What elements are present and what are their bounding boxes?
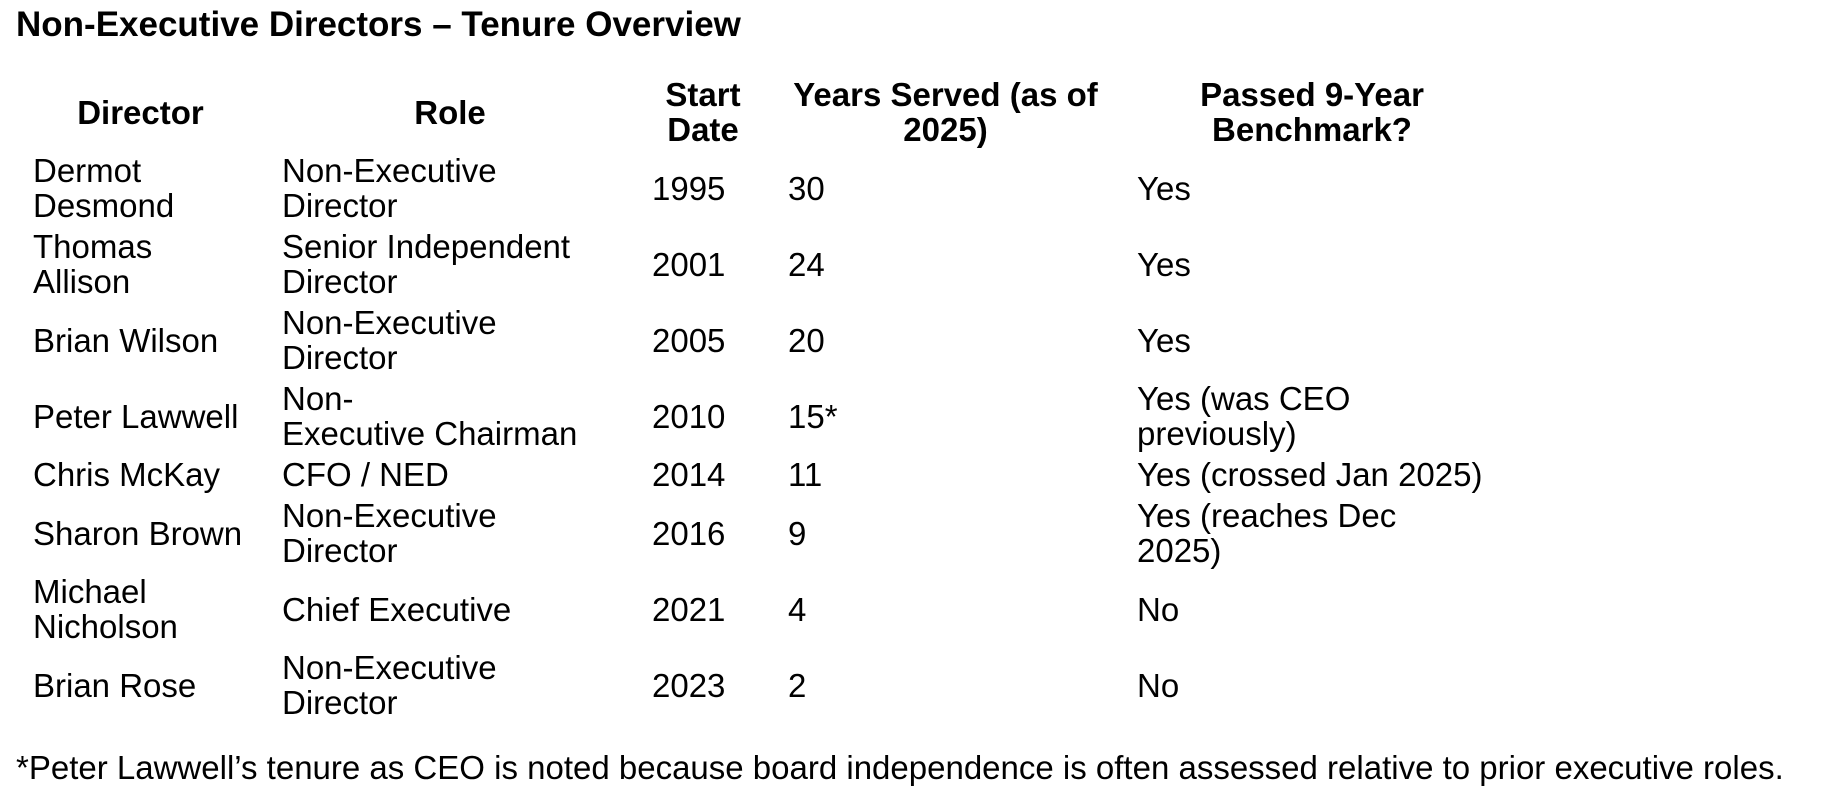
col-header-role: Role bbox=[414, 93, 486, 131]
cell-role: Chief Executive bbox=[282, 590, 512, 628]
cell-director: Thomas Allison bbox=[33, 228, 153, 300]
cell-director: Dermot Desmond bbox=[33, 152, 175, 224]
cell-start-date: 2014 bbox=[652, 456, 726, 493]
cell-start-date: 2021 bbox=[652, 590, 726, 628]
cell-start-date: 2016 bbox=[652, 514, 726, 552]
cell-role: Non-Executive Director bbox=[282, 497, 497, 569]
col-header-start-date: Start Date bbox=[665, 76, 741, 148]
cell-director: Michael Nicholson bbox=[33, 573, 178, 645]
cell-benchmark: No bbox=[1137, 590, 1180, 628]
cell-benchmark: No bbox=[1137, 666, 1180, 704]
cell-start-date: 1995 bbox=[652, 169, 726, 207]
cell-years-served: 15* bbox=[788, 397, 838, 435]
cell-role: Non-Executive Director bbox=[282, 649, 497, 721]
cell-benchmark: Yes bbox=[1137, 245, 1191, 283]
table-row: Brian Rose Non-Executive Director 2023 2… bbox=[16, 647, 1504, 723]
cell-years-served: 4 bbox=[788, 590, 807, 628]
cell-director: Brian Wilson bbox=[33, 321, 219, 359]
table-row: Sharon Brown Non-Executive Director 2016… bbox=[16, 495, 1504, 571]
footnote: *Peter Lawwell’s tenure as CEO is noted … bbox=[16, 749, 1784, 786]
cell-years-served: 20 bbox=[788, 321, 825, 359]
cell-role: Non-Executive Director bbox=[282, 304, 497, 376]
cell-role: Senior Independent Director bbox=[282, 228, 571, 300]
table-row: Peter Lawwell Non- Executive Chairman 20… bbox=[16, 378, 1504, 454]
cell-start-date: 2010 bbox=[652, 397, 726, 435]
cell-start-date: 2005 bbox=[652, 321, 726, 359]
cell-director: Peter Lawwell bbox=[33, 397, 239, 435]
page-title: Non-Executive Directors – Tenure Overvie… bbox=[16, 5, 741, 44]
table-row: Chris McKay CFO / NED 2014 11 Yes (cross… bbox=[16, 454, 1504, 495]
cell-role: Non-Executive Director bbox=[282, 152, 497, 224]
table-header-row: Director Role Start Date Years Served (a… bbox=[16, 74, 1504, 150]
cell-years-served: 11 bbox=[788, 456, 823, 493]
cell-director: Brian Rose bbox=[33, 666, 197, 704]
cell-years-served: 30 bbox=[788, 169, 825, 207]
cell-role: Non- Executive Chairman bbox=[282, 380, 578, 452]
table-row: Dermot Desmond Non-Executive Director 19… bbox=[16, 150, 1504, 226]
table-row: Brian Wilson Non-Executive Director 2005… bbox=[16, 302, 1504, 378]
cell-director: Sharon Brown bbox=[33, 514, 243, 552]
cell-start-date: 2023 bbox=[652, 666, 726, 704]
tenure-table: Director Role Start Date Years Served (a… bbox=[16, 74, 1504, 723]
col-header-years-served: Years Served (as of 2025) bbox=[793, 76, 1098, 148]
col-header-benchmark: Passed 9-Year Benchmark? bbox=[1200, 76, 1424, 148]
cell-years-served: 24 bbox=[788, 245, 825, 283]
table-row: Michael Nicholson Chief Executive 2021 4… bbox=[16, 571, 1504, 647]
col-header-director: Director bbox=[77, 93, 204, 131]
cell-benchmark: Yes (crossed Jan 2025) bbox=[1137, 456, 1483, 493]
cell-start-date: 2001 bbox=[652, 245, 726, 283]
cell-benchmark: Yes (was CEO previously) bbox=[1137, 380, 1351, 452]
table-row: Thomas Allison Senior Independent Direct… bbox=[16, 226, 1504, 302]
cell-benchmark: Yes bbox=[1137, 321, 1191, 359]
cell-director: Chris McKay bbox=[33, 456, 221, 493]
cell-benchmark: Yes (reaches Dec 2025) bbox=[1137, 497, 1397, 569]
cell-role: CFO / NED bbox=[282, 456, 449, 493]
cell-years-served: 9 bbox=[788, 514, 807, 552]
cell-benchmark: Yes bbox=[1137, 169, 1191, 207]
cell-years-served: 2 bbox=[788, 666, 807, 704]
